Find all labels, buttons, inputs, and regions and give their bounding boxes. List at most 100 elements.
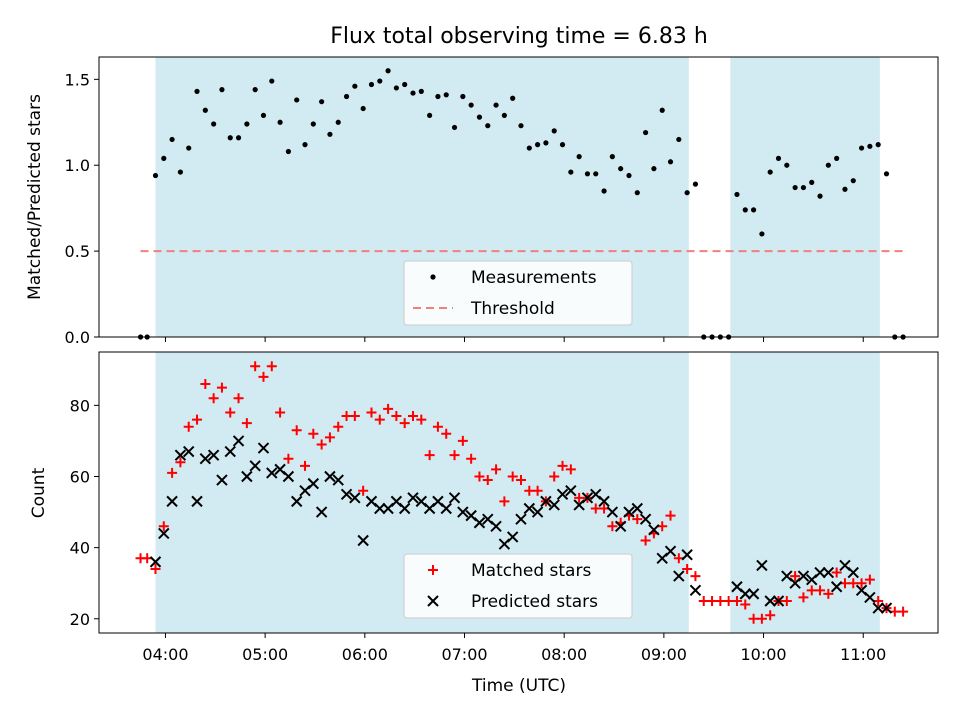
matched-point: [466, 453, 477, 464]
measurement-point: [169, 136, 175, 143]
matched-point: [856, 578, 867, 589]
measurement-point: [576, 154, 582, 160]
matched-point: [898, 606, 909, 617]
legend-box: [403, 260, 633, 326]
measurement-point: [294, 97, 300, 103]
matched-point: [765, 610, 776, 621]
ratio-panel: 0.0 0.5 1.0 1.5 Measurements Threshold: [65, 56, 939, 347]
matched-point: [316, 439, 327, 450]
legend: Measurements Threshold: [403, 260, 633, 326]
predicted-point: [241, 470, 253, 483]
measurement-point: [584, 171, 591, 177]
predicted-point: [681, 549, 693, 561]
measurement-point: [460, 93, 466, 100]
observing-interval-1: [730, 352, 880, 633]
predicted-point: [631, 502, 643, 515]
y-tick-label: 0.0: [65, 328, 90, 347]
chart-title: Flux total observing time = 6.83 h: [330, 24, 708, 49]
matched-point: [823, 588, 834, 599]
measurement-point: [302, 142, 308, 148]
matched-point: [673, 553, 684, 564]
measurement-point: [651, 166, 657, 172]
matched-point: [192, 414, 203, 425]
matched-point: [607, 521, 618, 532]
measurement-point: [319, 99, 325, 105]
predicted-point: [648, 524, 660, 536]
measurement-point: [634, 190, 640, 196]
matched-point: [731, 595, 742, 606]
y-tick-label: 1.5: [65, 70, 90, 89]
measurement-point: [626, 172, 632, 179]
measurement-point: [252, 87, 258, 93]
predicted-point: [224, 445, 236, 458]
measurement-point: [335, 119, 341, 125]
y-tick-label: 0.5: [65, 242, 90, 261]
matched-point: [798, 592, 809, 603]
measurement-point: [817, 193, 823, 199]
series-predicted-stars: [149, 435, 893, 614]
matched-point: [690, 571, 701, 582]
measurement-point: [501, 112, 507, 119]
matched-point: [408, 411, 419, 422]
matched-point: [482, 475, 493, 486]
measurement-point: [360, 105, 366, 112]
measurement-point: [667, 159, 674, 165]
measurement-point: [493, 102, 499, 108]
predicted-point: [506, 531, 519, 543]
predicted-point: [183, 445, 195, 458]
legend-marker: [430, 274, 436, 280]
predicted-point: [490, 520, 502, 532]
matched-point: [499, 496, 510, 507]
measurement-point: [485, 123, 491, 129]
predicted-point: [457, 506, 469, 518]
measurement-point: [277, 119, 283, 125]
matched-point: [657, 521, 668, 532]
matched-point: [324, 432, 335, 443]
predicted-point: [158, 527, 170, 540]
x-tick-label: 10:00: [740, 645, 786, 664]
matched-point: [474, 471, 485, 482]
measurement-point: [759, 231, 765, 237]
measurement-point: [834, 155, 840, 161]
predicted-point: [598, 495, 610, 508]
measurement-point: [568, 169, 574, 175]
measurement-point: [825, 162, 831, 168]
matched-point: [183, 421, 194, 432]
x-tick-label: 07:00: [441, 645, 487, 664]
predicted-point: [639, 513, 652, 525]
predicted-point: [830, 581, 843, 593]
matched-point: [873, 595, 884, 606]
predicted-point: [822, 566, 835, 579]
measurement-point: [177, 169, 184, 175]
predicted-point: [565, 485, 577, 497]
predicted-point: [606, 506, 619, 518]
measurement-point: [227, 135, 233, 141]
matched-point: [333, 421, 344, 432]
measurement-point: [410, 90, 416, 96]
measurement-point: [784, 162, 790, 168]
matched-point: [831, 567, 842, 578]
measurement-point: [676, 136, 682, 143]
matched-point: [233, 393, 244, 404]
matched-point: [158, 521, 169, 532]
measurement-point: [642, 129, 649, 136]
predicted-point: [357, 534, 369, 547]
measurement-point: [875, 142, 881, 148]
matched-point: [756, 613, 767, 624]
predicted-point: [548, 499, 560, 511]
predicted-point: [556, 488, 569, 500]
series-measurements: [137, 68, 906, 340]
measurement-point: [418, 88, 424, 94]
predicted-point: [531, 506, 544, 518]
x-tick-label: 04:00: [142, 645, 188, 664]
measurement-point: [161, 155, 167, 161]
legend-marker: [428, 565, 438, 575]
matched-point: [515, 475, 526, 486]
y-tick-label: 1.0: [65, 156, 90, 175]
measurement-point: [385, 68, 391, 74]
y-tick-label: 60: [70, 467, 90, 486]
matched-point: [167, 467, 178, 478]
matched-point: [790, 571, 801, 582]
measurement-point: [443, 92, 449, 98]
